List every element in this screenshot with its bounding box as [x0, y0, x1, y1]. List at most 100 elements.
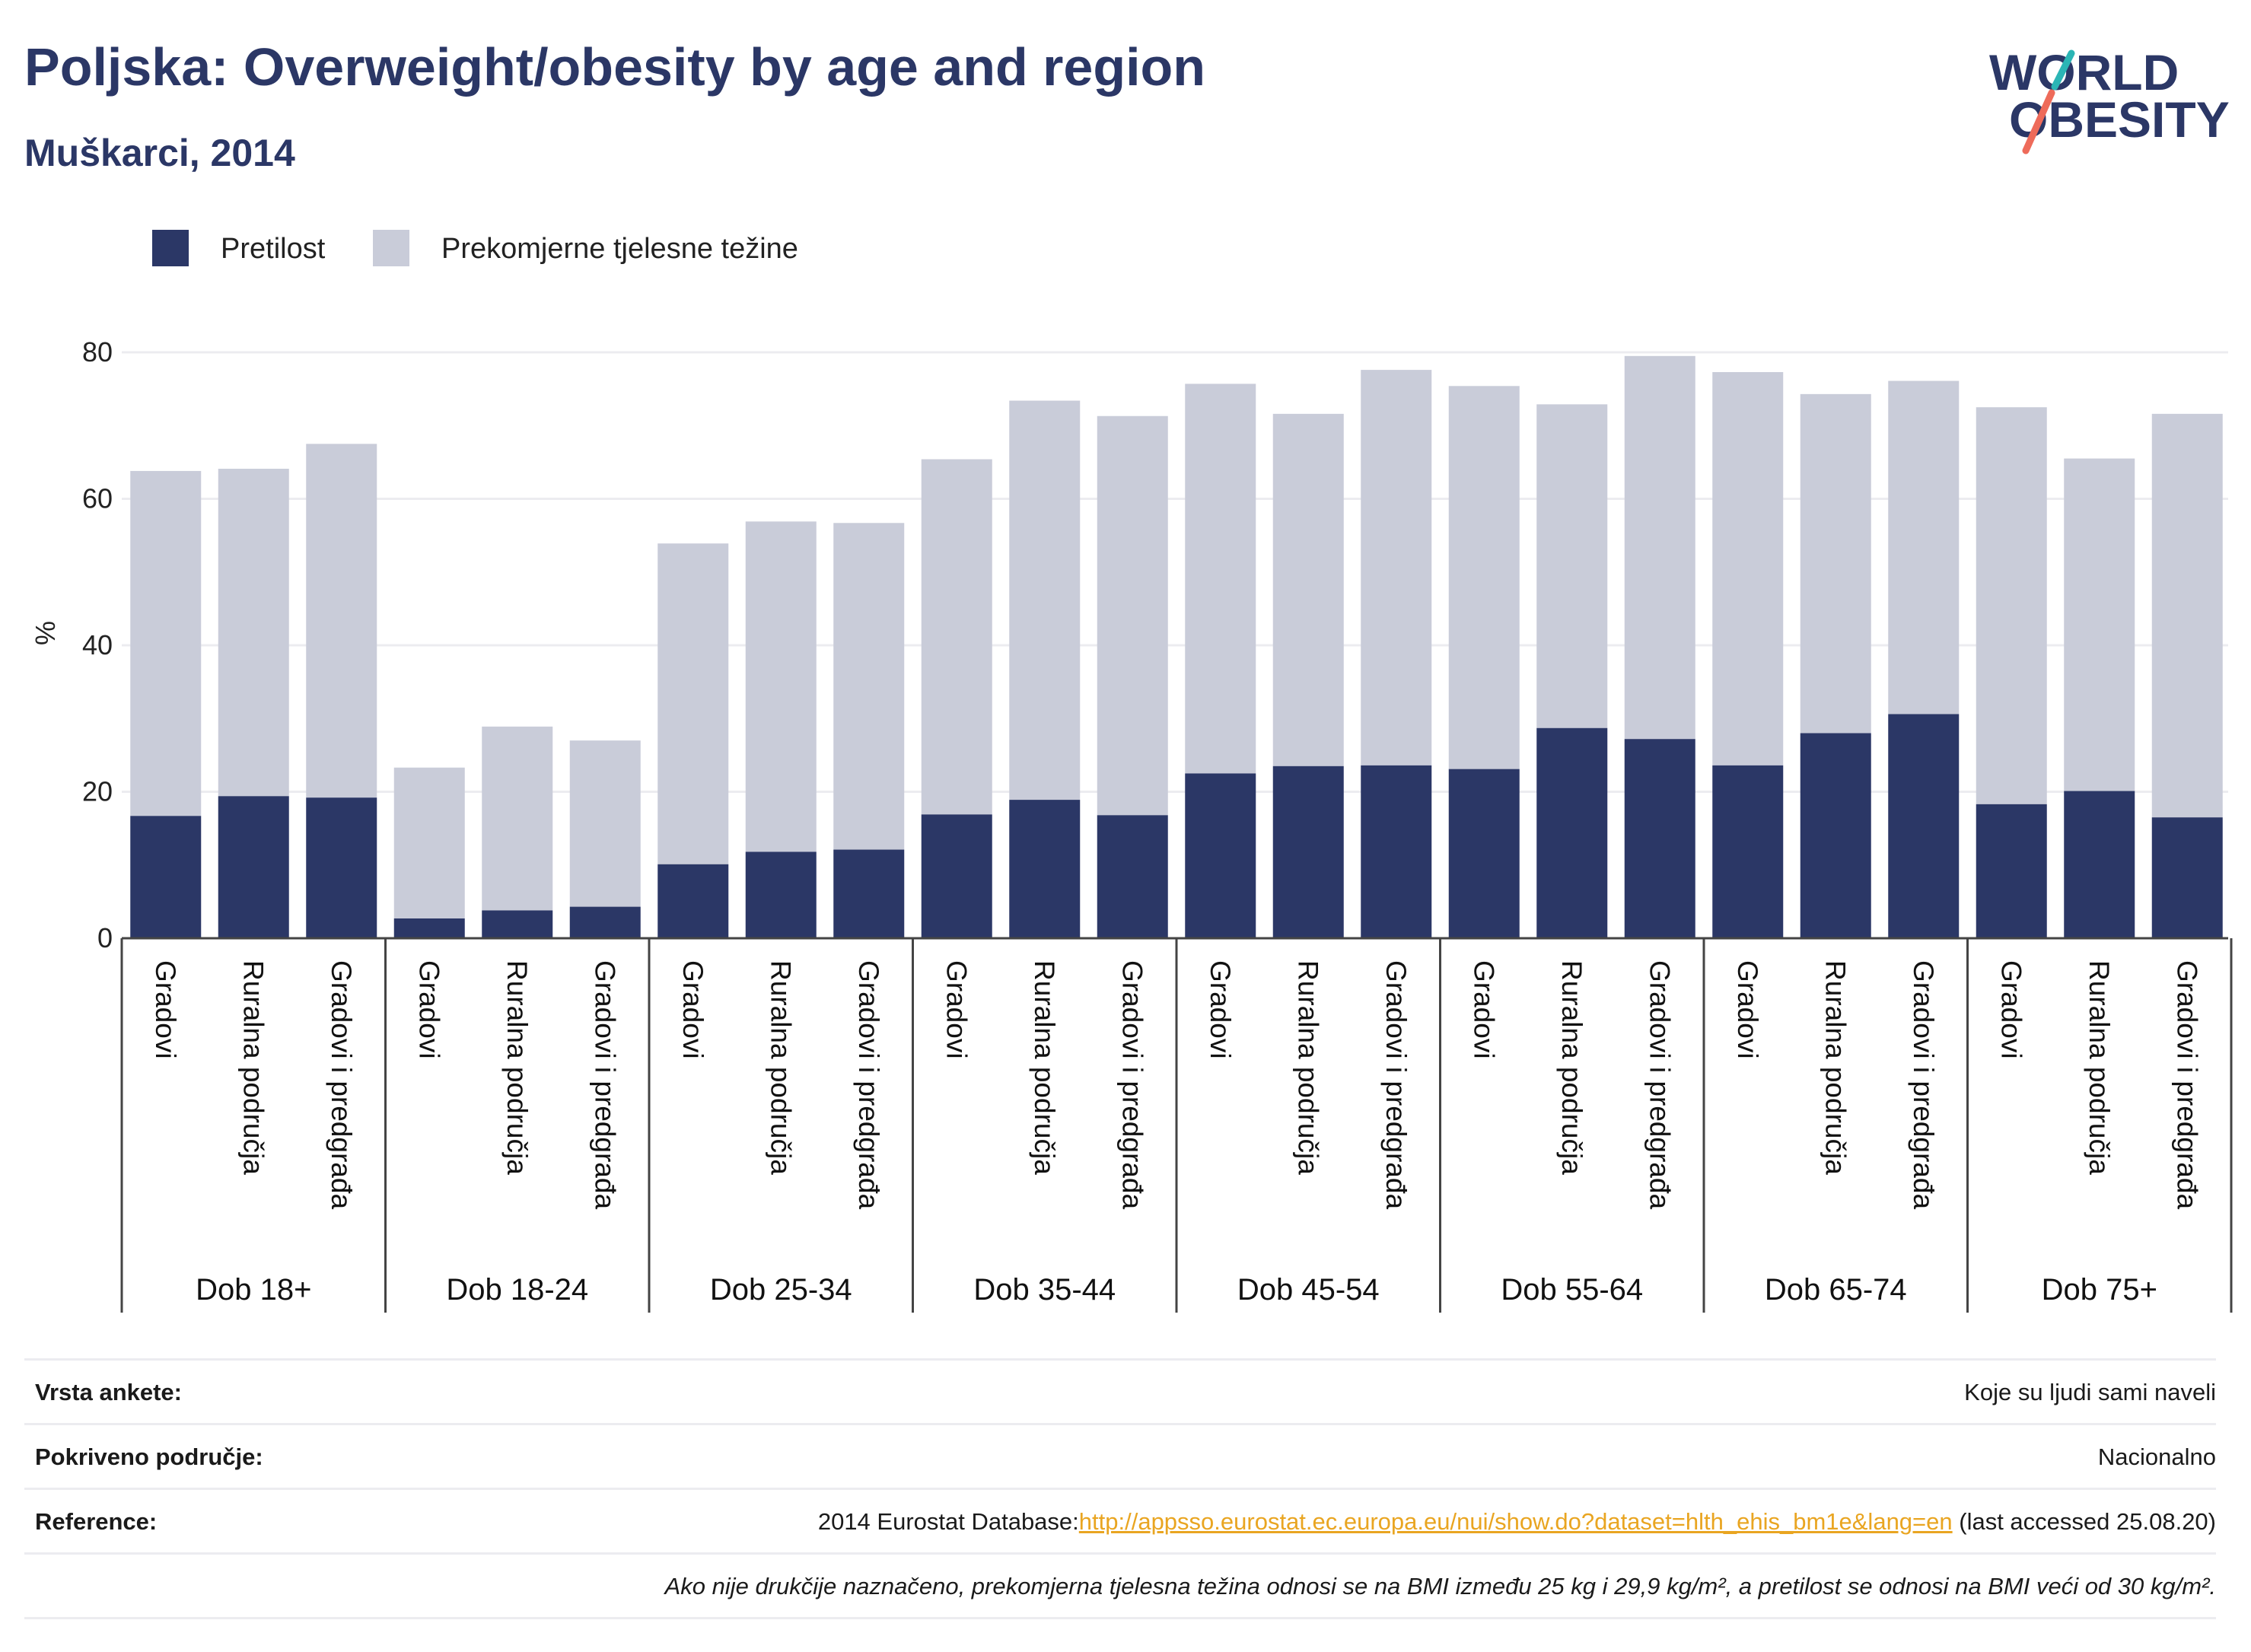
bar-obesity [1888, 714, 1960, 938]
bar-overweight [1976, 407, 2047, 804]
bar-obesity [921, 814, 992, 938]
bar-overweight [482, 726, 553, 911]
legend-label-1: Prekomjerne tjelesne težine [441, 233, 798, 265]
group-label: Dob 18+ [196, 1273, 311, 1307]
category-label: Gradovi i predgrađa [2171, 960, 2202, 1209]
bar-overweight [833, 523, 905, 850]
logo-graphic: WORLD OBESITY [1989, 44, 2230, 154]
bar-overweight [393, 767, 465, 919]
bar-obesity [569, 906, 641, 938]
page-subtitle: Muškarci, 2014 [24, 132, 295, 174]
category-label: Gradovi i predgrađa [326, 960, 357, 1209]
legend: Pretilost Prekomjerne tjelesne težine [152, 230, 798, 266]
group-label: Dob 18-24 [446, 1273, 588, 1307]
category-label: Ruralna područja [1556, 960, 1587, 1175]
bar-obesity [482, 910, 553, 938]
bar-overweight [1009, 400, 1081, 801]
logo-slash-coral [2022, 89, 2055, 154]
bar-obesity [1800, 733, 1871, 938]
bar-obesity [1536, 727, 1608, 938]
group-label: Dob 65-74 [1765, 1273, 1907, 1307]
survey-type-row: Vrsta ankete: Koje su ljudi sami naveli [24, 1358, 2216, 1423]
chart: Pretilost Prekomjerne tjelesne težine 0 20… [30, 230, 2233, 1313]
logo-line1: WORLD [1989, 44, 2179, 100]
reference-suffix: (last accessed 25.08.20) [1952, 1508, 2216, 1535]
reference-prefix: 2014 Eurostat Database: [817, 1508, 1079, 1535]
bar-overweight [1624, 355, 1695, 740]
y-tick-label: 80 [82, 336, 113, 368]
bar-obesity [1361, 765, 1432, 938]
legend-label-0: Pretilost [221, 233, 326, 265]
category-label: Gradovi [1205, 960, 1236, 1059]
world-obesity-logo: WORLD OBESITY [1979, 23, 2237, 160]
bars [130, 355, 2223, 938]
bar-obesity [2064, 791, 2135, 938]
category-label: Gradovi [941, 960, 972, 1059]
group-label: Dob 75+ [2042, 1273, 2157, 1307]
category-label: Gradovi i predgrađa [1380, 960, 1412, 1209]
category-label: Gradovi i predgrađa [1116, 960, 1148, 1209]
bar-obesity [306, 797, 377, 938]
bar-obesity [1185, 773, 1256, 938]
bar-obesity [2151, 817, 2223, 938]
reference-label: Reference: [35, 1508, 158, 1535]
survey-type-value: Koje su ljudi sami naveli [1964, 1379, 2216, 1405]
group-label: Dob 55-64 [1501, 1273, 1643, 1307]
category-label: Ruralna područja [765, 960, 796, 1175]
survey-type-label: Vrsta ankete: [35, 1379, 182, 1405]
bar-obesity [1448, 769, 1520, 938]
definition-note: Ako nije drukčije naznačeno, prekomjerna… [664, 1573, 2216, 1599]
bar-obesity [1976, 804, 2047, 938]
bar-overweight [745, 521, 817, 852]
category-label: Gradovi i predgrađa [589, 960, 620, 1209]
reference-link[interactable]: http://appsso.eurostat.ec.europa.eu/nui/… [1078, 1508, 1953, 1535]
category-label: Ruralna područja [1029, 960, 1060, 1175]
bar-obesity [1624, 739, 1695, 938]
info-table: Vrsta ankete: Koje su ljudi sami naveli … [24, 1358, 2216, 1619]
bar-overweight [1536, 404, 1608, 728]
category-label: Gradovi [413, 960, 444, 1059]
category-label: Ruralna područja [2084, 960, 2115, 1175]
bar-overweight [1185, 384, 1256, 774]
group-label: Dob 45-54 [1237, 1273, 1380, 1307]
bar-obesity [1097, 815, 1168, 938]
bar-overweight [1712, 371, 1784, 766]
category-label: Gradovi [1732, 960, 1763, 1059]
category-label: Gradovi i predgrađa [853, 960, 884, 1209]
coverage-value: Nacionalno [2097, 1444, 2216, 1470]
bar-overweight [1272, 413, 1344, 766]
bar-overweight [2064, 458, 2135, 791]
bar-obesity [1009, 800, 1081, 938]
page-title: Poljska: Overweight/obesity by age and r… [24, 37, 1206, 97]
category-label: Gradovi [150, 960, 181, 1059]
category-label: Ruralna područja [1292, 960, 1323, 1175]
axes: 0 20 40 60 80% Gradovi Ruralna područja Gradovi… [30, 336, 2233, 1313]
bar-obesity [130, 816, 202, 938]
bar-overweight [657, 543, 729, 864]
bar-overweight [1800, 393, 1871, 734]
category-label: Ruralna područja [501, 960, 533, 1175]
bar-obesity [393, 918, 465, 938]
y-tick-label: 40 [82, 629, 113, 660]
reference-value: 2014 Eurostat Database:http://appsso.eur… [818, 1508, 2216, 1536]
category-label: Ruralna područja [1820, 960, 1851, 1175]
group-label: Dob 35-44 [973, 1273, 1116, 1307]
category-label: Gradovi [1468, 960, 1499, 1059]
group-label: Dob 25-34 [710, 1273, 852, 1307]
bar-overweight [218, 469, 289, 797]
bar-obesity [218, 796, 289, 938]
logo-slash-teal [2051, 49, 2075, 91]
bar-overweight [2151, 413, 2223, 818]
y-tick-label: 20 [82, 776, 113, 807]
bar-overweight [921, 459, 992, 815]
bar-overweight [130, 470, 202, 816]
category-label: Gradovi [1995, 960, 2027, 1059]
y-axis-title: % [30, 621, 61, 645]
category-label: Gradovi i predgrađa [1908, 960, 1939, 1209]
y-tick-label: 0 [97, 922, 113, 953]
legend-swatch-1 [373, 230, 409, 266]
coverage-row: Pokriveno područje: Nacionalno [24, 1423, 2216, 1488]
bar-overweight [1888, 380, 1960, 715]
reference-row: Reference: 2014 Eurostat Database:http:/… [24, 1488, 2216, 1552]
bar-obesity [745, 851, 817, 938]
